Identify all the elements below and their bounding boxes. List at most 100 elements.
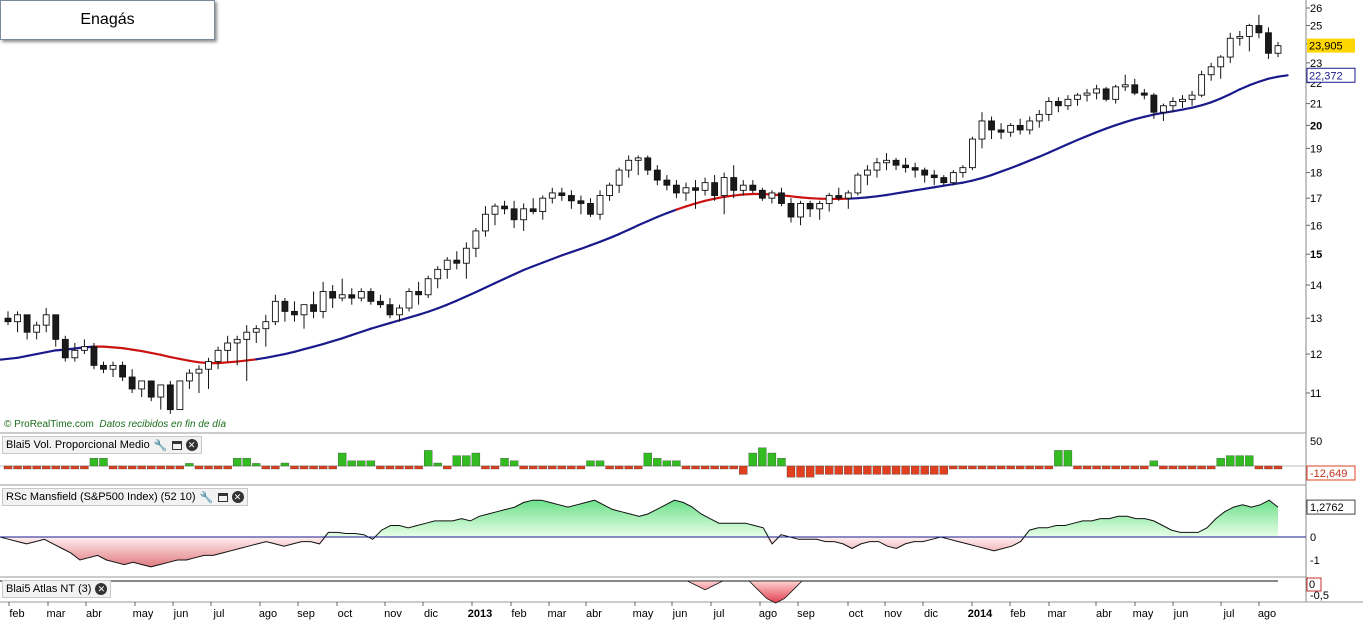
candle-body bbox=[110, 365, 116, 369]
moving-average-segment bbox=[734, 194, 744, 195]
volume-bar bbox=[472, 453, 480, 466]
candle-body bbox=[1160, 106, 1166, 112]
volume-bar bbox=[529, 466, 537, 469]
moving-average-segment bbox=[886, 193, 896, 195]
candle-body bbox=[1055, 101, 1061, 105]
moving-average-segment bbox=[896, 192, 906, 194]
close-icon[interactable]: ✕ bbox=[186, 439, 198, 451]
candle-body bbox=[1046, 101, 1052, 114]
moving-average-segment bbox=[123, 348, 133, 349]
window-icon[interactable] bbox=[218, 493, 228, 502]
x-tick-label: jun bbox=[173, 608, 189, 620]
volume-bar bbox=[882, 466, 890, 474]
volume-bar bbox=[816, 466, 824, 474]
volume-bar bbox=[1112, 466, 1120, 469]
candle-body bbox=[616, 170, 622, 185]
candle-body bbox=[101, 365, 107, 369]
volume-bar bbox=[902, 466, 910, 474]
volume-last-value: -12,649 bbox=[1310, 468, 1347, 480]
candle-body bbox=[683, 188, 689, 193]
volume-bar bbox=[1035, 466, 1043, 469]
volume-bar bbox=[1045, 466, 1053, 469]
moving-average-segment bbox=[925, 187, 935, 189]
moving-average-segment bbox=[218, 362, 228, 363]
volume-bar bbox=[1016, 466, 1024, 469]
price-tick-label: 20 bbox=[1310, 120, 1322, 132]
candle-body bbox=[225, 343, 231, 350]
volume-bar bbox=[147, 466, 155, 469]
candle bbox=[855, 173, 861, 196]
candle-body bbox=[53, 315, 59, 340]
candle-body bbox=[511, 209, 517, 220]
candle-body bbox=[903, 165, 909, 167]
volume-bar bbox=[329, 466, 337, 469]
volume-bar bbox=[348, 461, 356, 466]
candle-body bbox=[1103, 89, 1109, 99]
volume-bar bbox=[1054, 450, 1062, 466]
x-tick-label: may bbox=[1133, 608, 1154, 620]
volume-bar bbox=[176, 466, 184, 469]
close-icon[interactable]: ✕ bbox=[232, 491, 244, 503]
candle-body bbox=[654, 170, 660, 180]
volume-bar bbox=[1169, 466, 1177, 469]
window-icon[interactable] bbox=[172, 441, 182, 450]
candle-body bbox=[1113, 87, 1119, 99]
volume-bar bbox=[1226, 456, 1234, 466]
candle-body bbox=[368, 292, 374, 302]
x-tick-label: abr bbox=[86, 608, 102, 620]
volume-bar bbox=[319, 466, 327, 469]
candle-body bbox=[607, 185, 613, 195]
price-tick-label: 17 bbox=[1310, 193, 1322, 205]
volume-bar bbox=[453, 456, 461, 466]
volume-bar bbox=[61, 466, 69, 469]
x-tick-label: sep bbox=[797, 608, 815, 620]
x-tick-label: feb bbox=[1010, 608, 1025, 620]
close-icon[interactable]: ✕ bbox=[95, 583, 107, 595]
candle-body bbox=[912, 168, 918, 170]
wrench-icon[interactable]: 🔧 bbox=[154, 438, 168, 452]
moving-average-segment bbox=[132, 350, 142, 351]
candle-body bbox=[81, 347, 87, 351]
candle bbox=[91, 343, 97, 369]
x-tick-label: mar bbox=[548, 608, 567, 620]
moving-average-segment bbox=[103, 347, 113, 348]
volume-top-tick: 50 bbox=[1310, 436, 1322, 448]
x-tick-label: jul bbox=[712, 608, 724, 620]
volume-bar bbox=[376, 466, 384, 469]
volume-bar bbox=[424, 450, 432, 466]
price-tick-label: 26 bbox=[1310, 3, 1322, 15]
candle-body bbox=[502, 206, 508, 209]
x-tick-label: ago bbox=[759, 608, 777, 620]
volume-bar bbox=[1274, 466, 1282, 469]
price-tick-label: 18 bbox=[1310, 168, 1322, 180]
candle-body bbox=[969, 139, 975, 168]
rsc-panel-label: RSc Mansfield (S&P500 Index) (52 10) 🔧 ✕ bbox=[2, 488, 248, 506]
candle-body bbox=[5, 318, 11, 321]
volume-bar bbox=[520, 466, 528, 469]
candle-body bbox=[1275, 46, 1281, 54]
volume-bar bbox=[52, 466, 60, 469]
candle-body bbox=[1199, 75, 1205, 95]
volume-bar bbox=[825, 466, 833, 474]
candle-body bbox=[1265, 33, 1271, 53]
volume-bar bbox=[1083, 466, 1091, 469]
candle-body bbox=[645, 158, 651, 170]
volume-bar bbox=[653, 458, 661, 466]
credit-brand: © ProRealTime.com bbox=[4, 419, 94, 430]
candle-body bbox=[91, 347, 97, 366]
volume-bar bbox=[300, 466, 308, 469]
candle-body bbox=[406, 292, 412, 309]
volume-bar bbox=[90, 458, 98, 466]
price-tick-label: 13 bbox=[1310, 313, 1322, 325]
candle-body bbox=[215, 350, 221, 361]
x-tick-label: abr bbox=[586, 608, 602, 620]
candle-body bbox=[1084, 93, 1090, 95]
wrench-icon[interactable]: 🔧 bbox=[200, 490, 214, 504]
volume-bar bbox=[214, 466, 222, 469]
candle-body bbox=[492, 206, 498, 214]
volume-bar bbox=[711, 466, 719, 469]
volume-panel-label: Blai5 Vol. Proporcional Medio 🔧 ✕ bbox=[2, 436, 202, 454]
candle-body bbox=[292, 311, 298, 314]
candle-body bbox=[1132, 85, 1138, 93]
